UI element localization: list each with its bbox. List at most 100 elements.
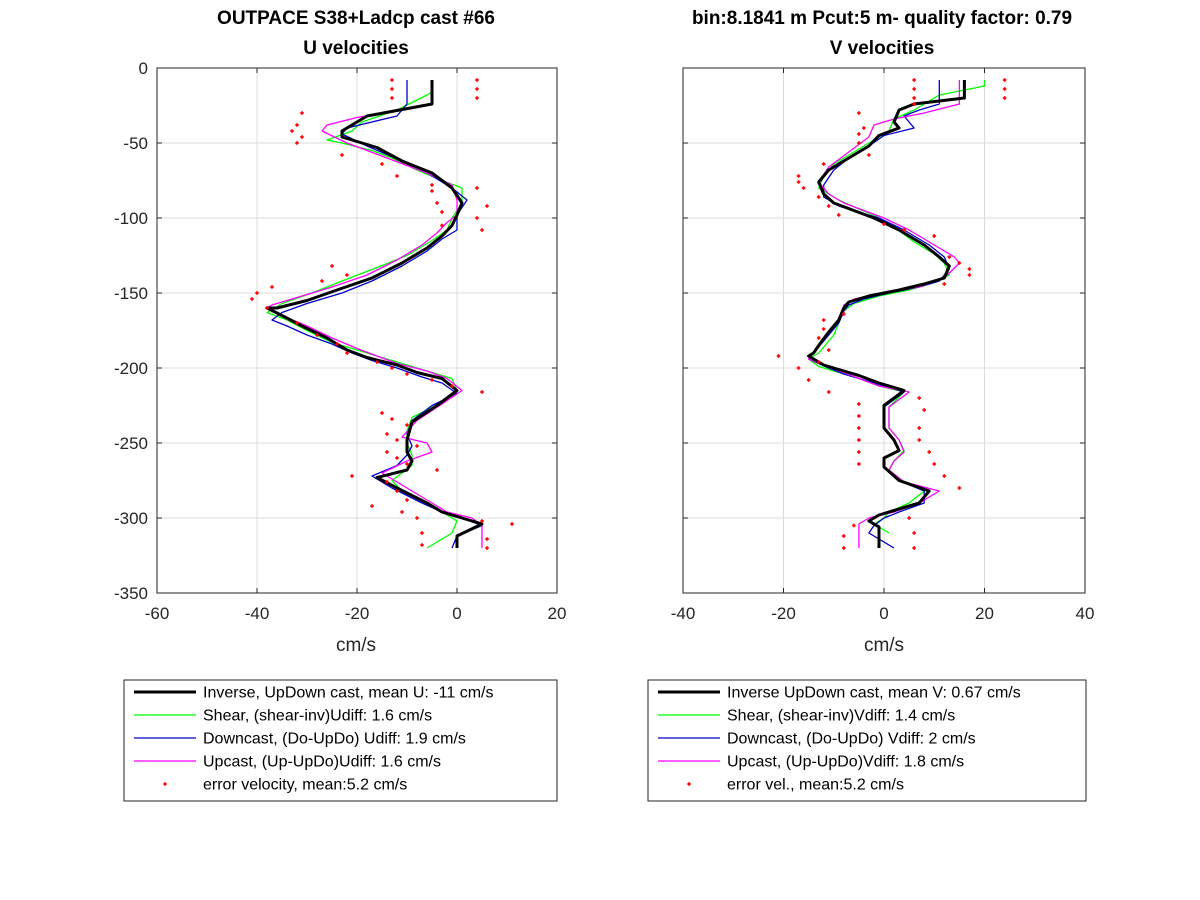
- v-error-velocity-point: [857, 450, 861, 454]
- u-error-velocity-point: [430, 189, 434, 193]
- u-error-velocity-point: [380, 162, 384, 166]
- u-error-velocity-point: [335, 342, 339, 346]
- u-legend-label: Shear, (shear-inv)Udiff: 1.6 cm/s: [203, 708, 432, 725]
- u-series-line-upcast: [266, 80, 483, 548]
- v-error-velocity-point: [801, 186, 806, 190]
- u-error-velocity-point: [340, 153, 344, 157]
- v-error-velocity-point: [917, 396, 921, 400]
- u-error-velocity-point: [395, 174, 399, 178]
- u-error-velocity-point: [250, 297, 254, 301]
- v-legend-marker: [687, 782, 691, 786]
- v-legend-item: Downcast, (Do-UpDo) Vdiff: 2 cm/s: [658, 731, 976, 748]
- v-error-velocity-point: [842, 546, 846, 550]
- u-y-tick-label: 0: [139, 59, 148, 78]
- v-error-velocity-point: [907, 516, 911, 520]
- v-legend-label: error vel., mean:5.2 cm/s: [727, 777, 904, 794]
- u-error-velocity-point: [440, 210, 444, 214]
- v-chart-title: bin:8.1841 m Pcut:5 m- quality factor: 0…: [692, 8, 1072, 29]
- v-error-velocity-point: [912, 96, 916, 100]
- v-x-axis-label: cm/s: [864, 635, 904, 656]
- v-error-velocity-point: [927, 450, 932, 454]
- u-x-tick-label: 0: [452, 604, 461, 623]
- u-error-velocity-point: [450, 384, 454, 388]
- u-y-tick-label: -50: [123, 134, 148, 153]
- u-error-velocity-point: [485, 537, 489, 541]
- u-legend-item: Inverse, UpDown cast, mean U: -11 cm/s: [134, 685, 493, 702]
- u-error-velocity-point: [345, 273, 349, 277]
- v-legend-label: Downcast, (Do-UpDo) Vdiff: 2 cm/s: [727, 731, 976, 748]
- u-error-velocity-point: [430, 183, 434, 187]
- u-error-velocity-point: [390, 78, 394, 82]
- v-error-velocity-point: [1002, 78, 1007, 82]
- u-legend: Inverse, UpDown cast, mean U: -11 cm/s Sh…: [123, 679, 558, 802]
- u-error-velocity-point: [475, 216, 479, 220]
- u-error-velocity-point: [405, 423, 409, 427]
- v-error-velocity-point: [942, 282, 947, 286]
- u-error-velocity-point: [405, 498, 409, 502]
- u-legend-box: [123, 679, 558, 802]
- v-x-tick-label: 0: [879, 604, 888, 623]
- v-legend-item: Upcast, (Up-UpDo)Vdiff: 1.8 cm/s: [658, 754, 964, 771]
- v-error-velocity-point: [917, 438, 921, 442]
- u-error-velocity-point: [395, 438, 399, 442]
- v-x-tick-label: 20: [975, 604, 994, 623]
- u-y-tick-label: -200: [114, 359, 148, 378]
- u-legend-item: Upcast, (Up-UpDo)Udiff: 1.6 cm/s: [134, 754, 441, 771]
- u-error-velocity-point: [315, 333, 319, 337]
- u-error-velocity-point: [510, 522, 514, 526]
- u-error-velocity-point: [295, 321, 299, 325]
- v-error-velocity-point: [912, 531, 916, 535]
- u-error-velocity-point: [345, 351, 349, 355]
- u-y-tick-label: -150: [114, 284, 148, 303]
- u-y-tick-label: -350: [114, 584, 148, 603]
- v-error-velocity-point: [857, 402, 861, 406]
- v-legend: Inverse UpDown cast, mean V: 0.67 cm/s Sh…: [647, 679, 1087, 802]
- v-error-velocity-point: [836, 213, 841, 217]
- u-series-group: [250, 78, 514, 550]
- v-legend-label: Inverse UpDown cast, mean V: 0.67 cm/s: [727, 685, 1021, 702]
- u-error-velocity-point: [375, 360, 379, 364]
- u-error-velocity-point: [385, 480, 389, 484]
- u-error-velocity-point: [395, 456, 399, 460]
- v-x-tick-label: 40: [1076, 604, 1095, 623]
- v-error-velocity-point: [821, 162, 826, 166]
- u-legend-label: Upcast, (Up-UpDo)Udiff: 1.6 cm/s: [203, 754, 441, 771]
- u-error-velocity-point: [435, 201, 439, 205]
- v-legend-box: [647, 679, 1087, 802]
- v-error-velocity-point: [816, 195, 821, 199]
- u-x-axis-label: cm/s: [336, 635, 376, 656]
- u-legend-item: Downcast, (Do-UpDo) Udiff: 1.9 cm/s: [134, 731, 466, 748]
- v-error-velocity-point: [957, 261, 962, 265]
- v-error-velocity-point: [857, 426, 861, 430]
- v-x-tick-label: -40: [671, 604, 696, 623]
- v-error-velocity-point: [882, 222, 886, 226]
- v-x-tick-label: -20: [771, 604, 796, 623]
- v-error-velocity-point: [852, 523, 856, 528]
- v-error-velocity-point: [842, 534, 846, 538]
- u-error-velocity-point: [415, 516, 419, 520]
- u-velocities-panel: OUTPACE S38+Ladcp cast #66 U velocities …: [114, 8, 566, 802]
- u-chart-title: OUTPACE S38+Ladcp cast #66: [217, 8, 495, 29]
- v-chart-subtitle: V velocities: [830, 38, 935, 59]
- u-error-velocity-point: [350, 474, 354, 478]
- u-chart-subtitle: U velocities: [303, 38, 409, 59]
- u-error-velocity-point: [390, 417, 394, 421]
- u-error-velocity-point: [380, 411, 384, 415]
- v-error-velocity-point: [857, 141, 861, 145]
- v-error-velocity-point: [826, 390, 831, 394]
- v-legend-label: Shear, (shear-inv)Vdiff: 1.4 cm/s: [727, 708, 955, 725]
- u-legend-label: Downcast, (Do-UpDo) Udiff: 1.9 cm/s: [203, 731, 466, 748]
- v-series-group: [776, 78, 1007, 550]
- v-error-velocity-point: [1002, 96, 1007, 100]
- u-error-velocity-point: [480, 228, 484, 232]
- v-series-line-inverse: [807, 80, 966, 548]
- v-error-velocity-point: [912, 87, 916, 91]
- v-error-velocity-point: [806, 378, 811, 382]
- u-error-velocity-point: [295, 141, 299, 145]
- v-legend-item: error vel., mean:5.2 cm/s: [687, 777, 904, 794]
- v-error-velocity-point: [826, 204, 831, 208]
- v-error-velocity-point: [816, 336, 821, 340]
- v-error-velocity-point: [902, 228, 906, 232]
- u-error-velocity-point: [390, 87, 394, 91]
